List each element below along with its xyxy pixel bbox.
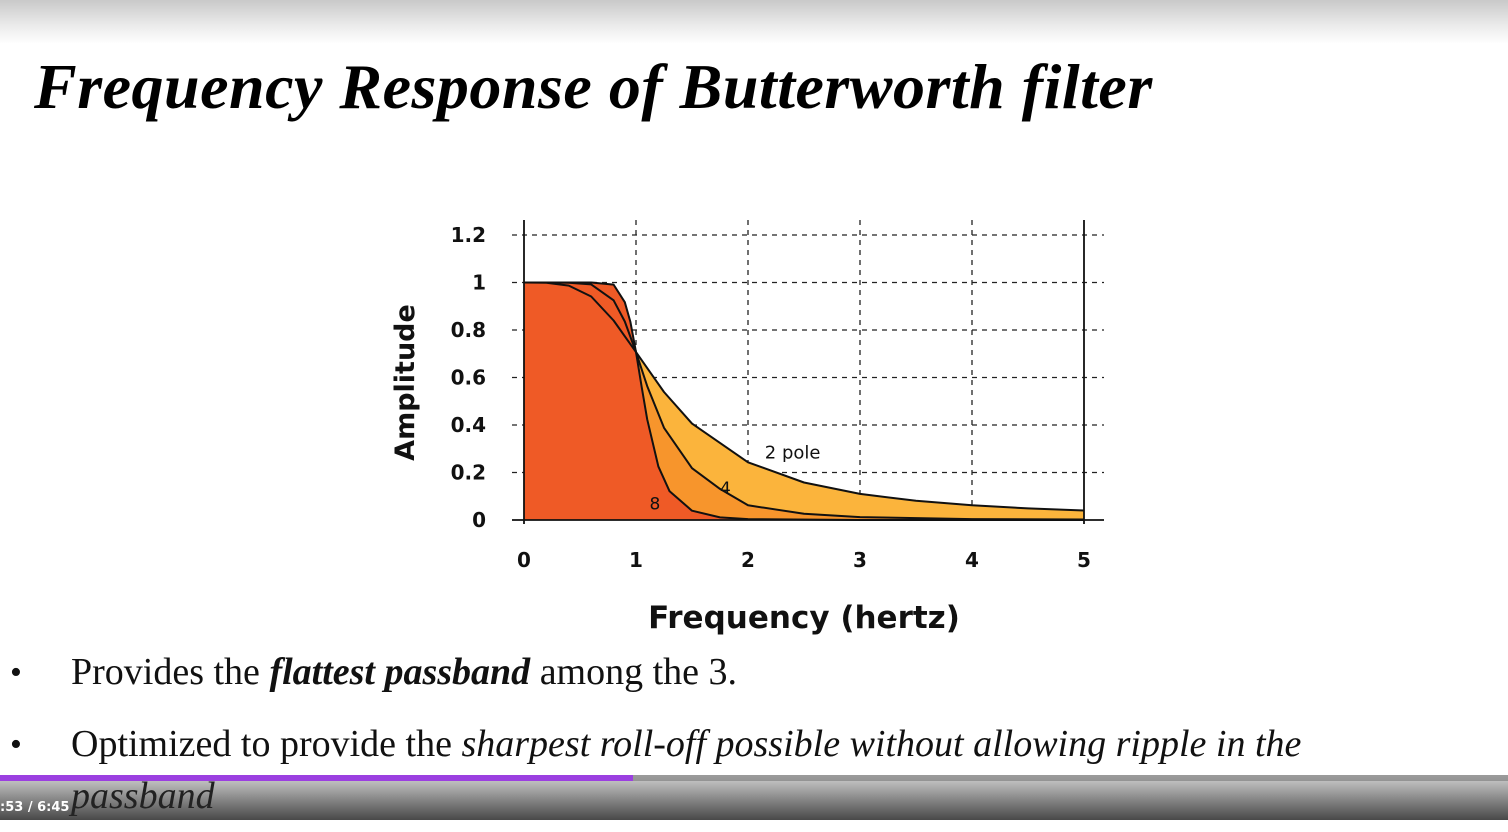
bullet-dot: •: [10, 654, 22, 691]
bullet-dot: •: [10, 726, 22, 763]
y-tick-label: 0.6: [451, 366, 486, 390]
chart-areas: [524, 282, 1084, 520]
y-tick-label: 1: [472, 271, 486, 295]
x-axis-label: Frequency (hertz): [648, 600, 960, 636]
area-8-pole: [524, 282, 1084, 520]
x-tick-label: 2: [741, 548, 755, 572]
y-tick-label: 0.2: [451, 461, 486, 485]
y-tick-label: 0.8: [451, 318, 486, 342]
bullet-text-plain-end: among the 3.: [530, 651, 738, 693]
butterworth-chart: 0 0.2 0.4 0.6 0.8 1 1.2 0 1 2 3 4 5 Amplitude Freque…: [390, 220, 1104, 636]
bullet-text-emphasis: flattest passband: [269, 651, 531, 693]
series-label-8-pole: 8: [649, 494, 660, 514]
top-shade: [0, 0, 1508, 44]
x-tick-label: 5: [1077, 548, 1091, 572]
slide-title: Frequency Response of Butterworth filter: [34, 51, 1153, 122]
chart-grid: [512, 220, 1104, 520]
series-label-4-pole: 4: [720, 479, 731, 499]
line-8-pole: [524, 281, 1084, 521]
x-tick-label: 3: [853, 548, 867, 572]
chart-labels: Amplitude Frequency (hertz) 2 pole 4 8: [390, 304, 960, 636]
bullet-text-emphasis: sharpest roll-off possible without allow…: [461, 723, 1302, 765]
series-label-2-pole: 2 pole: [765, 442, 821, 463]
progress-fill: [0, 775, 634, 781]
bullet-text: Provides the flattest passband among the…: [71, 650, 737, 694]
y-tick-label: 1.2: [451, 223, 486, 247]
x-tick-label: 4: [965, 548, 979, 572]
video-player-bar: [0, 775, 1508, 820]
timecode: :53 / 6:45: [0, 800, 70, 815]
y-tick-label: 0.4: [451, 413, 486, 437]
line-4-pole: [524, 281, 1085, 521]
x-tick-label: 1: [629, 548, 643, 572]
bullet-item-flattest: • Provides the flattest passband among t…: [0, 650, 1500, 710]
y-axis-label: Amplitude: [390, 304, 421, 461]
chart-lines: [523, 281, 1085, 521]
area-4-pole: [524, 282, 1084, 520]
progress-bar[interactable]: [0, 775, 1508, 781]
x-tick-label: 0: [517, 548, 531, 572]
y-tick-label: 0: [472, 508, 486, 532]
bullet-text: Optimized to provide the sharpest roll-o…: [71, 722, 1301, 766]
bullet-text-plain: Optimized to provide the: [71, 723, 462, 765]
line-2-pole: [523, 281, 1085, 512]
chart-tick-labels: 0 0.2 0.4 0.6 0.8 1 1.2 0 1 2 3 4 5: [451, 223, 1091, 572]
chart-axes: [512, 220, 1104, 524]
bullet-text-plain: Provides the: [71, 651, 270, 693]
